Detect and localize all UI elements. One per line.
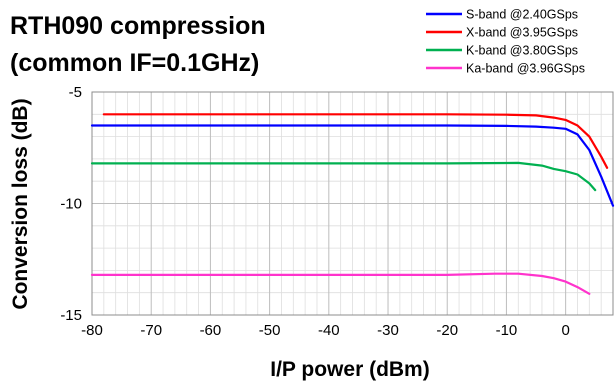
y-tick-label: -15	[60, 307, 82, 324]
series-line-4	[90, 272, 591, 295]
legend: S-band @2.40GSps X-band @3.95GSps K-band @…	[426, 8, 585, 76]
x-tick-label: -50	[259, 322, 281, 339]
series-lines	[90, 113, 615, 295]
x-tick-label: -10	[496, 322, 518, 339]
y-tick-label: -5	[69, 84, 82, 101]
y-tick-labels: -5 -10 -15	[60, 84, 82, 324]
y-axis-title: Conversion loss (dB)	[9, 98, 32, 309]
series-line-2	[102, 113, 609, 169]
legend-entry: Ka-band @3.96GSps	[466, 62, 585, 76]
x-tick-label: -70	[140, 322, 162, 339]
x-tick-label: 0	[561, 322, 569, 339]
x-tick-label: -80	[81, 322, 103, 339]
legend-entry: K-band @3.80GSps	[466, 44, 578, 58]
y-tick-label: -10	[60, 196, 82, 213]
x-tick-label: -20	[436, 322, 458, 339]
chart-title-line-2: (common IF=0.1GHz)	[10, 49, 259, 77]
legend-entry: S-band @2.40GSps	[466, 8, 578, 22]
series-line-3	[90, 161, 597, 192]
x-tick-labels: -80 -70 -60 -50 -40 -30 -20 -10 0	[81, 322, 570, 339]
x-tick-label: -40	[318, 322, 340, 339]
x-tick-label: -30	[377, 322, 399, 339]
legend-entry: X-band @3.95GSps	[466, 26, 578, 40]
series-line-1	[90, 124, 615, 207]
x-axis-title: I/P power (dBm)	[270, 358, 429, 381]
chart-title-line-1: RTH090 compression	[10, 12, 266, 40]
x-tick-label: -60	[200, 322, 222, 339]
